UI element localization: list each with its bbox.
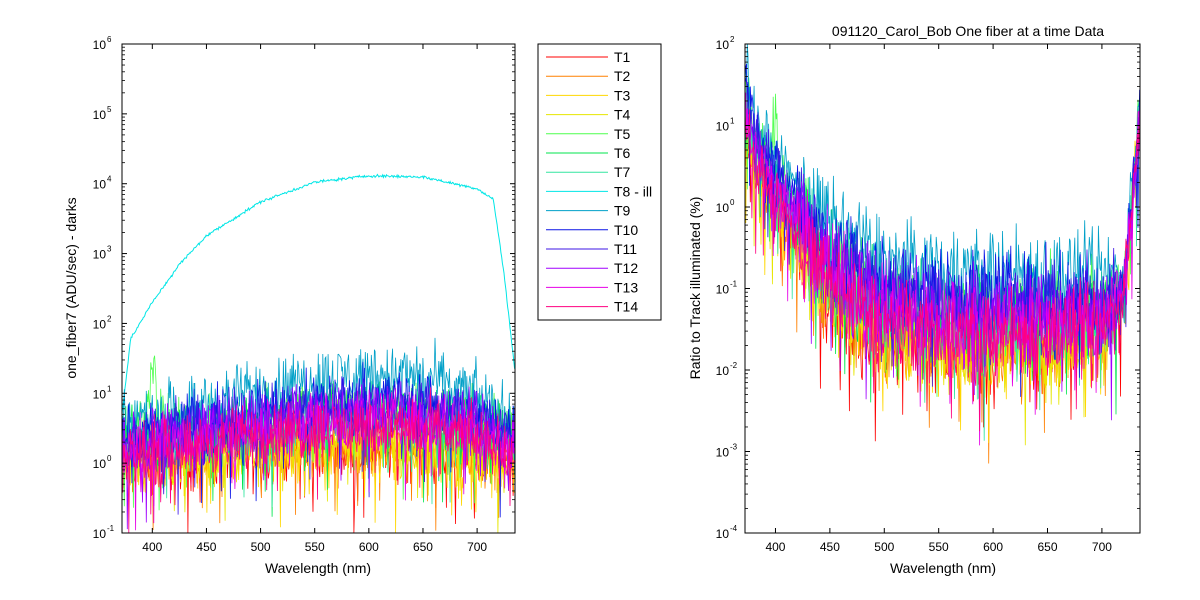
series-line-t14 [122, 387, 515, 533]
legend-label: T11 [614, 241, 637, 257]
x-tick-label: 500 [251, 540, 271, 554]
x-tick-label: 450 [820, 540, 840, 554]
legend-label: T8 - ill [614, 183, 652, 199]
y-tick-label: 10 [716, 364, 730, 378]
y-tick-exponent: 4 [107, 175, 112, 184]
right-y-axis-label: Ratio to Track illuminated (%) [687, 197, 703, 380]
y-tick-label: 10 [716, 120, 730, 134]
y-tick-exponent: -4 [730, 524, 738, 533]
x-tick-label: 650 [413, 540, 433, 554]
y-tick-exponent: -3 [730, 443, 738, 452]
x-tick-label: 400 [142, 540, 162, 554]
legend-label: T6 [614, 145, 631, 161]
y-tick-exponent: 2 [107, 314, 112, 323]
legend-label: T14 [614, 299, 638, 315]
right-plot-title: 091120_Carol_Bob One fiber at a time Dat… [832, 23, 1104, 39]
legend-label: T1 [614, 49, 631, 65]
y-tick-exponent: 2 [730, 35, 735, 44]
y-tick-label: 10 [93, 108, 107, 122]
left-series-lines [122, 173, 515, 533]
x-tick-label: 450 [196, 540, 216, 554]
y-tick-label: 10 [93, 248, 107, 262]
y-tick-exponent: 1 [730, 117, 735, 126]
y-tick-label: 10 [716, 527, 730, 541]
y-tick-label: 10 [716, 201, 730, 215]
y-tick-exponent: -1 [730, 280, 738, 289]
left-x-ticks: 400 450 500 550 600 650 700 [142, 44, 487, 554]
legend-label: T9 [614, 203, 631, 219]
legend-label: T12 [614, 260, 638, 276]
x-tick-label: 700 [467, 540, 487, 554]
left-x-axis-label: Wavelength (nm) [265, 560, 371, 576]
legend-label: T3 [614, 87, 631, 103]
legend-box [537, 43, 662, 321]
y-tick-label: 10 [716, 283, 730, 297]
legend: T1 T2 T3 T4 T5 T6 T7 T8 - ill T9 T10 T11 T12 T13 T14 [537, 43, 662, 321]
y-tick-label: 10 [716, 446, 730, 460]
left-plot-frame [121, 43, 516, 534]
legend-label: T10 [614, 222, 638, 238]
y-tick-exponent: 6 [107, 35, 112, 44]
y-tick-exponent: 5 [107, 105, 112, 114]
y-tick-exponent: -1 [107, 524, 115, 533]
y-tick-label: 10 [93, 457, 107, 471]
right-series-lines [745, 44, 1140, 464]
right-x-ticks: 400 450 500 550 600 650 700 [765, 44, 1112, 554]
y-tick-label: 10 [93, 178, 107, 192]
right-x-axis-label: Wavelength (nm) [890, 560, 996, 576]
legend-label: T5 [614, 126, 631, 142]
y-tick-exponent: 3 [107, 245, 112, 254]
y-tick-label: 10 [93, 527, 107, 541]
y-tick-exponent: -2 [730, 361, 738, 370]
legend-label: T2 [614, 68, 631, 84]
x-tick-label: 600 [983, 540, 1003, 554]
x-tick-label: 550 [305, 540, 325, 554]
x-tick-label: 650 [1037, 540, 1057, 554]
x-tick-label: 500 [874, 540, 894, 554]
x-tick-label: 600 [359, 540, 379, 554]
x-tick-label: 550 [929, 540, 949, 554]
legend-label: T4 [614, 107, 631, 123]
x-tick-label: 700 [1092, 540, 1112, 554]
right-ratio-plot: 400 450 500 550 600 650 700 10-410-310-210-110… [687, 23, 1141, 576]
y-tick-exponent: 1 [107, 384, 112, 393]
y-tick-exponent: 0 [730, 198, 735, 207]
y-tick-exponent: 0 [107, 454, 112, 463]
left-y-axis-label: one_fiber7 (ADU/sec) - darks [63, 197, 79, 378]
series-line-t8-ill [122, 173, 515, 415]
y-tick-label: 10 [93, 387, 107, 401]
y-tick-label: 10 [93, 38, 107, 52]
y-tick-label: 10 [716, 38, 730, 52]
legend-label: T13 [614, 279, 638, 295]
legend-label: T7 [614, 164, 631, 180]
series-line-t14 [745, 109, 1140, 432]
legend-items: T1 T2 T3 T4 T5 T6 T7 T8 - ill T9 T10 T11 T12 T13 T14 [546, 49, 652, 315]
y-tick-label: 10 [93, 317, 107, 331]
x-tick-label: 400 [765, 540, 785, 554]
